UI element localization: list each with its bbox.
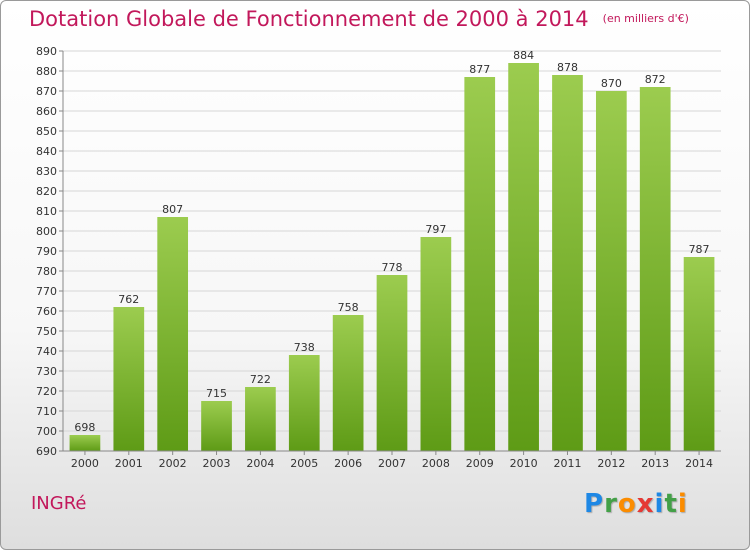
logo-letter: i (677, 489, 688, 519)
logo-letter: r (604, 489, 618, 519)
bar-2012 (595, 91, 627, 451)
bar-2011 (552, 75, 583, 451)
y-tick-label: 820 (36, 185, 57, 198)
x-tick-label: 2007 (378, 457, 406, 470)
x-tick-label: 2008 (422, 457, 450, 470)
y-tick-label: 700 (36, 425, 57, 438)
proxiti-logo: Proxiti (584, 489, 688, 519)
bar-2014 (683, 257, 715, 451)
x-tick-label: 2010 (510, 457, 538, 470)
bar-2002 (157, 217, 189, 451)
y-tick-label: 790 (36, 245, 57, 258)
x-tick-label: 2000 (71, 457, 99, 470)
y-tick-label: 750 (36, 325, 57, 338)
logo-letter: i (654, 489, 665, 519)
bar-value-label: 884 (513, 49, 534, 62)
bar-2005 (288, 355, 320, 451)
bar-2010 (508, 63, 539, 451)
y-tick-label: 710 (36, 405, 57, 418)
y-tick-label: 880 (36, 65, 57, 78)
x-tick-label: 2004 (246, 457, 274, 470)
y-tick-label: 770 (36, 285, 57, 298)
bar-2007 (376, 275, 408, 451)
bar-value-label: 778 (382, 261, 403, 274)
y-tick-label: 760 (36, 305, 57, 318)
y-tick-label: 840 (36, 145, 57, 158)
bar-value-label: 722 (250, 373, 271, 386)
y-tick-label: 850 (36, 125, 57, 138)
logo-letter: P (584, 489, 605, 519)
y-tick-label: 830 (36, 165, 57, 178)
bars: 698 762 807 715 722 738 758 778 797 877 884 878 870 8… (69, 49, 715, 451)
bar-2008 (420, 237, 452, 451)
bar-2013 (639, 87, 671, 451)
chart-unit: (en milliers d'€) (602, 12, 689, 25)
bar-value-label: 787 (689, 243, 710, 256)
logo-letter: o (617, 489, 637, 519)
bar-value-label: 698 (74, 421, 95, 434)
y-tick-label: 860 (36, 105, 57, 118)
y-tick-label: 810 (36, 205, 57, 218)
y-tick-label: 800 (36, 225, 57, 238)
y-tick-label: 890 (36, 45, 57, 58)
bar-2000 (69, 435, 101, 451)
x-tick-label: 2005 (290, 457, 318, 470)
y-tick-label: 730 (36, 365, 57, 378)
x-tick-label: 2006 (334, 457, 362, 470)
bar-2006 (332, 315, 364, 451)
bar-value-label: 797 (425, 223, 446, 236)
logo-letter: t (664, 489, 678, 519)
bar-value-label: 872 (645, 73, 666, 86)
y-tick-label: 720 (36, 385, 57, 398)
y-tick-label: 740 (36, 345, 57, 358)
y-tick-label: 780 (36, 265, 57, 278)
y-tick-label: 690 (36, 445, 57, 458)
chart-title: Dotation Globale de Fonctionnement de 20… (29, 7, 689, 31)
bar-2003 (201, 401, 232, 451)
x-tick-label: 2012 (597, 457, 625, 470)
x-tick-label: 2011 (553, 457, 581, 470)
logo-letter: x (636, 489, 655, 519)
x-tick-label: 2013 (641, 457, 669, 470)
bar-value-label: 762 (118, 293, 139, 306)
x-axis: 2000 2001 2002 2003 2004 2005 2006 2007 2008 2009… (63, 450, 721, 470)
bar-value-label: 738 (294, 341, 315, 354)
bar-2001 (113, 307, 145, 451)
bar-value-label: 715 (206, 387, 227, 400)
x-tick-label: 2009 (466, 457, 494, 470)
bar-value-label: 870 (601, 77, 622, 90)
y-axis: 690 700 710 720 730 740 750 760 770 780 790 800 810 8… (36, 45, 64, 458)
bar-value-label: 807 (162, 203, 183, 216)
chart-title-text: Dotation Globale de Fonctionnement de 20… (29, 7, 589, 31)
y-tick-label: 870 (36, 85, 57, 98)
commune-name: INGRé (31, 493, 87, 514)
x-tick-label: 2014 (685, 457, 713, 470)
x-tick-label: 2003 (203, 457, 231, 470)
bar-value-label: 878 (557, 61, 578, 74)
x-tick-label: 2001 (115, 457, 143, 470)
bar-value-label: 758 (338, 301, 359, 314)
bar-2009 (464, 77, 496, 451)
x-tick-label: 2002 (159, 457, 187, 470)
bar-2004 (245, 387, 276, 451)
bar-value-label: 877 (469, 63, 490, 76)
